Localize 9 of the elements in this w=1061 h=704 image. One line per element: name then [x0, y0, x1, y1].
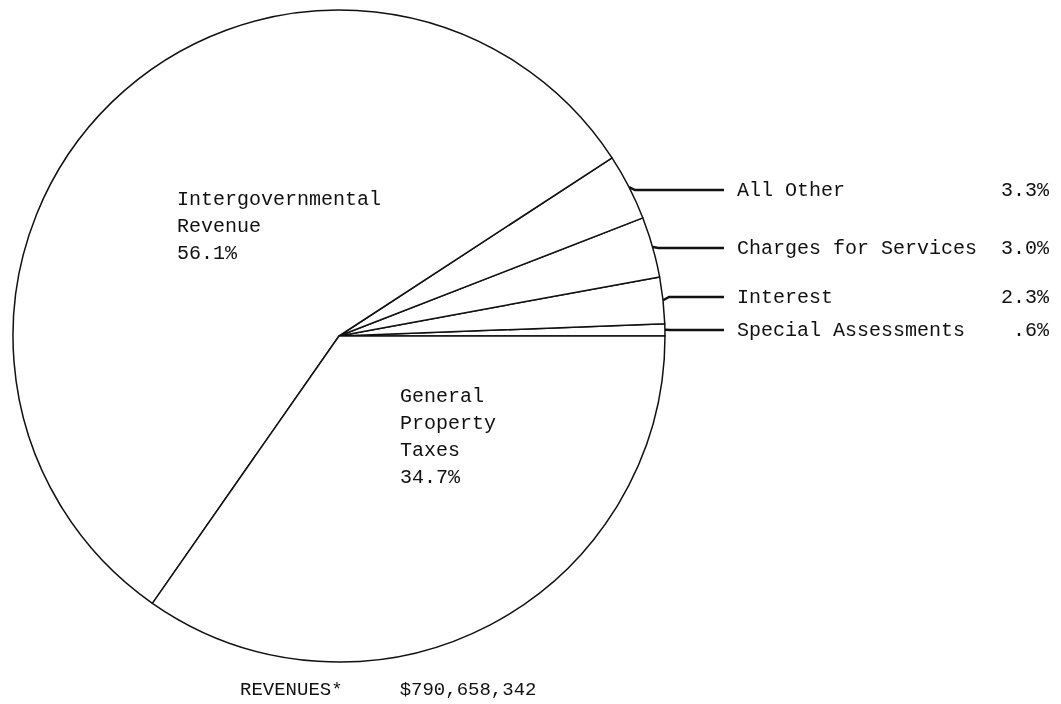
data-label: 34.7% — [400, 466, 462, 489]
text: REVENUES* $790,658,342 — [240, 678, 537, 701]
slice-label: Interest 2.3% — [737, 285, 1051, 309]
slice-label: All Other 3.3% — [737, 178, 1051, 202]
slice-label: Intergovernmental Revenue — [177, 188, 394, 238]
slice-label: Charges for Services 3.0% — [737, 236, 1051, 260]
data-label: 56.1% — [177, 242, 239, 265]
slice-label: Special Assessments .6% — [737, 318, 1051, 342]
slice-label: General Property Taxes — [400, 385, 509, 462]
